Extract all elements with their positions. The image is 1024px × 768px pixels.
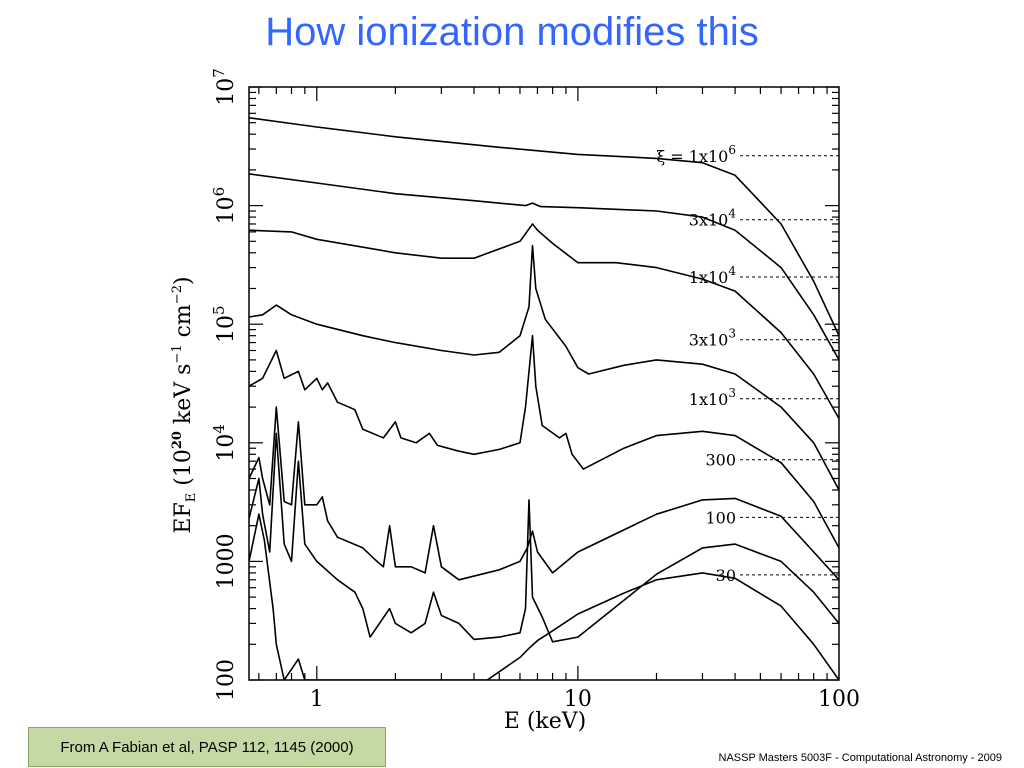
y-tick-label-group: 1000 [214, 533, 239, 589]
x-tick-label: 100 [818, 687, 860, 712]
series-label-0: ξ = 1x106 [656, 143, 736, 166]
citation-text: From A Fabian et al, PASP 112, 1145 (200… [60, 738, 354, 756]
plot-frame [248, 86, 840, 681]
x-tick-label: 10 [564, 687, 592, 712]
x-tick-label: 1 [310, 687, 324, 712]
slide-title: How ionization modifies this [265, 10, 759, 54]
y-tick-label: 105 [210, 305, 239, 343]
series-line-3 [249, 244, 839, 491]
series-line-1 [249, 173, 839, 361]
series-line-6 [249, 432, 839, 643]
series-label-1: 3x104 [689, 207, 737, 230]
y-axis-title: EFE (1020 keV s−1 cm−2) [170, 276, 199, 533]
series-label-4: 1x103 [689, 386, 736, 409]
y-tick-label: 106 [210, 187, 239, 225]
series-line-5 [249, 406, 839, 581]
series-line-2 [249, 223, 839, 419]
y-tick-label: 1000 [214, 533, 239, 589]
y-tick-label-group: 104 [210, 424, 239, 462]
series-label-6: 100 [705, 508, 736, 527]
series-label-5: 300 [705, 451, 736, 470]
series-label-2: 1x104 [689, 264, 737, 287]
series-line-4 [249, 334, 839, 549]
footer-text: NASSP Masters 5003F - Computational Astr… [718, 752, 1003, 764]
x-axis-title: E (keV) [504, 709, 586, 734]
y-tick-label: 100 [214, 659, 239, 701]
y-tick-label-group: 106 [210, 187, 239, 225]
citation-box: From A Fabian et al, PASP 112, 1145 (200… [28, 727, 386, 767]
y-tick-label-group: 107 [210, 68, 239, 106]
series-line-7 [249, 513, 839, 680]
y-tick-label: 107 [210, 68, 239, 106]
y-tick-label-group: 100 [214, 659, 239, 701]
y-tick-label: 104 [210, 424, 239, 462]
series-line-0 [249, 117, 839, 337]
y-tick-label-group: 105 [210, 305, 239, 343]
series-label-3: 3x103 [689, 327, 736, 350]
series-label-7: 30 [716, 566, 736, 585]
